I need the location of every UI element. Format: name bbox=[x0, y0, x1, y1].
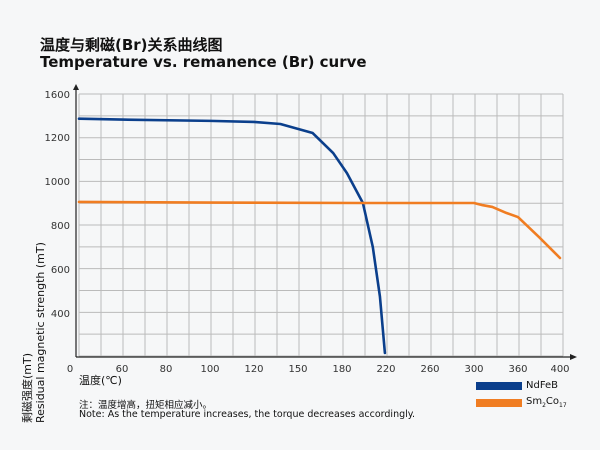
x-tick-label: 360 bbox=[508, 364, 527, 375]
series-line-ndfeb bbox=[77, 117, 387, 355]
x-tick-label: 150 bbox=[288, 364, 307, 375]
x-tick-label: 220 bbox=[376, 364, 395, 375]
y-tick-label: 800 bbox=[51, 221, 70, 232]
y-tick-label: 1000 bbox=[45, 177, 70, 188]
x-tick-label: 60 bbox=[116, 364, 129, 375]
x-tick-label: 400 bbox=[550, 364, 569, 375]
x-tick-label: 100 bbox=[200, 364, 219, 375]
note-cn: 注：温度增高，扭矩相应减小。 bbox=[79, 400, 213, 411]
y-axis-label: 剩磁强度(mT) Residual magnetic strength (mT) bbox=[21, 223, 47, 423]
y-tick-label: 600 bbox=[51, 265, 70, 276]
x-tick-label: 120 bbox=[244, 364, 263, 375]
legend-swatch-ndfeb bbox=[476, 381, 522, 390]
legend-label-ndfeb: NdFeB bbox=[526, 380, 559, 391]
x-tick-label: 260 bbox=[420, 364, 439, 375]
y-tick-label: 1600 bbox=[45, 90, 70, 101]
legend-swatch-smco bbox=[476, 398, 522, 407]
y-axis-label-en: Residual magnetic strength (mT) bbox=[34, 242, 47, 423]
legend-ndfeb: NdFeB bbox=[476, 380, 558, 391]
title-cn: 温度与剩磁(Br)关系曲线图 bbox=[40, 36, 223, 54]
x-axis-arrow bbox=[570, 354, 577, 360]
x-tick-label: 180 bbox=[332, 364, 351, 375]
x-tick-label: 300 bbox=[464, 364, 483, 375]
legend-smco: Sm2Co17 bbox=[476, 396, 567, 409]
note-en: Note: As the temperature increases, the … bbox=[79, 409, 416, 420]
y-axis-arrow bbox=[73, 84, 79, 90]
x-tick-label: 0 bbox=[67, 364, 73, 375]
series-line-smco bbox=[77, 200, 562, 260]
x-axis-label: 温度(℃) bbox=[79, 374, 122, 387]
y-axis-label-cn: 剩磁强度(mT) bbox=[21, 352, 34, 423]
y-tick-label: 1200 bbox=[45, 133, 70, 144]
y-tick-label: 400 bbox=[51, 309, 70, 320]
title-en: Temperature vs. remanence (Br) curve bbox=[40, 53, 367, 71]
legend-label-smco: Sm2Co17 bbox=[526, 396, 567, 409]
x-tick-label: 80 bbox=[160, 364, 173, 375]
